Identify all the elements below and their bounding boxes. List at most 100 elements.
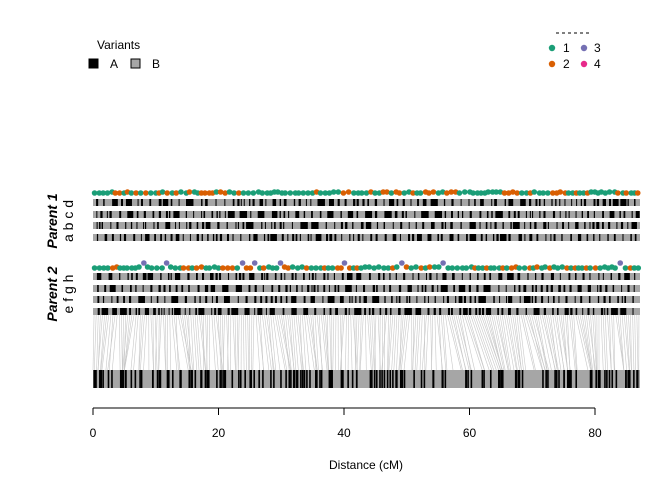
- variant-block: [414, 211, 416, 218]
- variant-block: [188, 285, 190, 292]
- marker-bar: [100, 370, 103, 388]
- variant-block: [552, 296, 555, 303]
- variant-dot: [399, 260, 405, 266]
- marker-connector: [571, 314, 577, 371]
- marker-bar: [270, 370, 272, 388]
- variant-block: [383, 285, 385, 292]
- variant-block: [543, 199, 546, 206]
- marker-bar: [554, 370, 556, 388]
- marker-connector: [586, 314, 593, 371]
- variant-block: [396, 199, 399, 206]
- marker-connector: [124, 314, 131, 371]
- variant-block: [389, 285, 392, 292]
- variant-block: [150, 296, 152, 303]
- variant-dot: [325, 265, 332, 271]
- variant-dot: [163, 260, 170, 266]
- variant-dot: [308, 265, 315, 271]
- marker-connector: [497, 314, 509, 371]
- marker-connector: [468, 314, 485, 371]
- variant-block: [424, 285, 427, 292]
- variant-block: [622, 234, 624, 241]
- variant-dot: [503, 265, 510, 271]
- marker-connector: [299, 314, 303, 371]
- marker-connector: [632, 314, 635, 371]
- marker-bar: [205, 370, 207, 388]
- variant-block: [223, 296, 230, 303]
- variant-block: [215, 199, 217, 206]
- variant-block: [272, 199, 277, 206]
- variant-block: [620, 308, 627, 315]
- variant-block: [558, 296, 560, 303]
- variant-block: [261, 222, 263, 229]
- variant-block: [125, 199, 132, 206]
- marker-bar: [206, 370, 209, 388]
- variant-block: [189, 222, 192, 229]
- variant-block: [545, 234, 547, 241]
- variant-block: [248, 285, 251, 292]
- variant-dot: [101, 265, 107, 271]
- marker-connector: [107, 314, 116, 371]
- variant-block: [384, 296, 386, 303]
- marker-connector: [529, 314, 544, 371]
- marker-connector: [247, 314, 249, 371]
- marker-connector: [285, 314, 292, 371]
- variant-block: [508, 234, 511, 241]
- variant-block: [531, 285, 534, 292]
- variant-block: [325, 222, 327, 229]
- marker-bar: [111, 370, 113, 388]
- variant-dot: [445, 265, 451, 271]
- variant-block: [433, 308, 436, 315]
- parent-2-haplotypes: e f g h: [60, 275, 76, 314]
- variant-dot: [340, 190, 347, 196]
- variant-dot: [96, 265, 103, 271]
- variant-block: [507, 273, 514, 280]
- marker-bar: [221, 370, 223, 388]
- marker-bar: [420, 370, 423, 388]
- variant-block: [355, 285, 357, 292]
- variant-block: [599, 234, 601, 241]
- variant-dot: [479, 265, 486, 271]
- variant-block: [197, 285, 200, 292]
- variant-dot: [435, 264, 442, 270]
- marker-connector: [293, 314, 299, 371]
- variant-block: [235, 222, 237, 229]
- variant-class-dots: [91, 189, 642, 271]
- parent-1-haplotypes: a b c d: [60, 200, 76, 242]
- haplotype-track-bg: [93, 273, 640, 280]
- marker-connector: [245, 314, 247, 371]
- marker-connector: [192, 314, 198, 371]
- variant-dot: [220, 265, 226, 271]
- marker-connector: [122, 314, 124, 371]
- variant-block: [112, 308, 117, 315]
- variant-block: [580, 296, 583, 303]
- marker-connector: [227, 314, 229, 371]
- variant-block: [486, 211, 489, 218]
- variant-block: [160, 273, 162, 280]
- variant-block: [388, 199, 395, 206]
- variant-block: [280, 296, 283, 303]
- variant-block: [632, 296, 634, 303]
- class-legend-label-2: 2: [563, 57, 570, 71]
- variant-block: [235, 273, 238, 280]
- variant-dot: [202, 190, 208, 196]
- marker-bar: [401, 370, 404, 388]
- marker-connector: [556, 314, 565, 371]
- variant-dot: [410, 190, 416, 196]
- variant-block: [210, 285, 216, 292]
- marker-connector: [252, 314, 255, 371]
- variant-dot: [231, 190, 237, 196]
- variant-dot: [534, 264, 540, 270]
- variant-dot: [491, 265, 497, 271]
- marker-bar: [280, 370, 282, 388]
- variant-block: [486, 308, 492, 315]
- variant-block: [592, 308, 595, 315]
- variant-block: [444, 211, 447, 218]
- variant-block: [569, 285, 572, 292]
- variant-block: [164, 234, 167, 241]
- marker-connector: [264, 314, 272, 371]
- variant-block: [551, 199, 553, 206]
- variant-block: [524, 222, 526, 229]
- variant-block: [143, 211, 146, 218]
- variant-block: [469, 211, 472, 218]
- variant-block: [254, 308, 256, 315]
